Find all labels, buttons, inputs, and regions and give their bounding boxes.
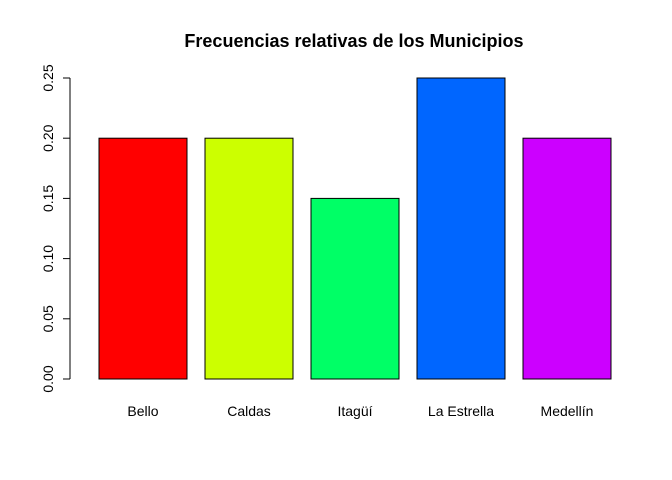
x-category-label: La Estrella	[428, 403, 494, 419]
chart-title: Frecuencias relativas de los Municipios	[184, 31, 523, 51]
y-tick-label: 0.10	[40, 245, 56, 272]
x-category-label: Medellín	[541, 403, 594, 419]
bar	[416, 77, 506, 380]
x-category-label: Bello	[127, 403, 158, 419]
y-axis: 0.00 0.05 0.10 0.15 0.20 0.25	[40, 64, 71, 393]
bar	[204, 137, 294, 380]
x-category-label: Itagüí	[337, 403, 372, 419]
y-tick-label: 0.25	[40, 64, 56, 91]
y-tick-label: 0.05	[40, 305, 56, 332]
bars	[98, 77, 612, 380]
bar	[98, 137, 188, 380]
bar	[522, 137, 612, 380]
x-category-label: Caldas	[227, 403, 271, 419]
y-tick-label: 0.00	[40, 365, 56, 392]
bar	[310, 197, 400, 380]
y-tick-label: 0.20	[40, 124, 56, 151]
x-axis-labels: Bello Caldas Itagüí La Estrella Medellín	[127, 403, 593, 419]
y-tick-label: 0.15	[40, 185, 56, 212]
